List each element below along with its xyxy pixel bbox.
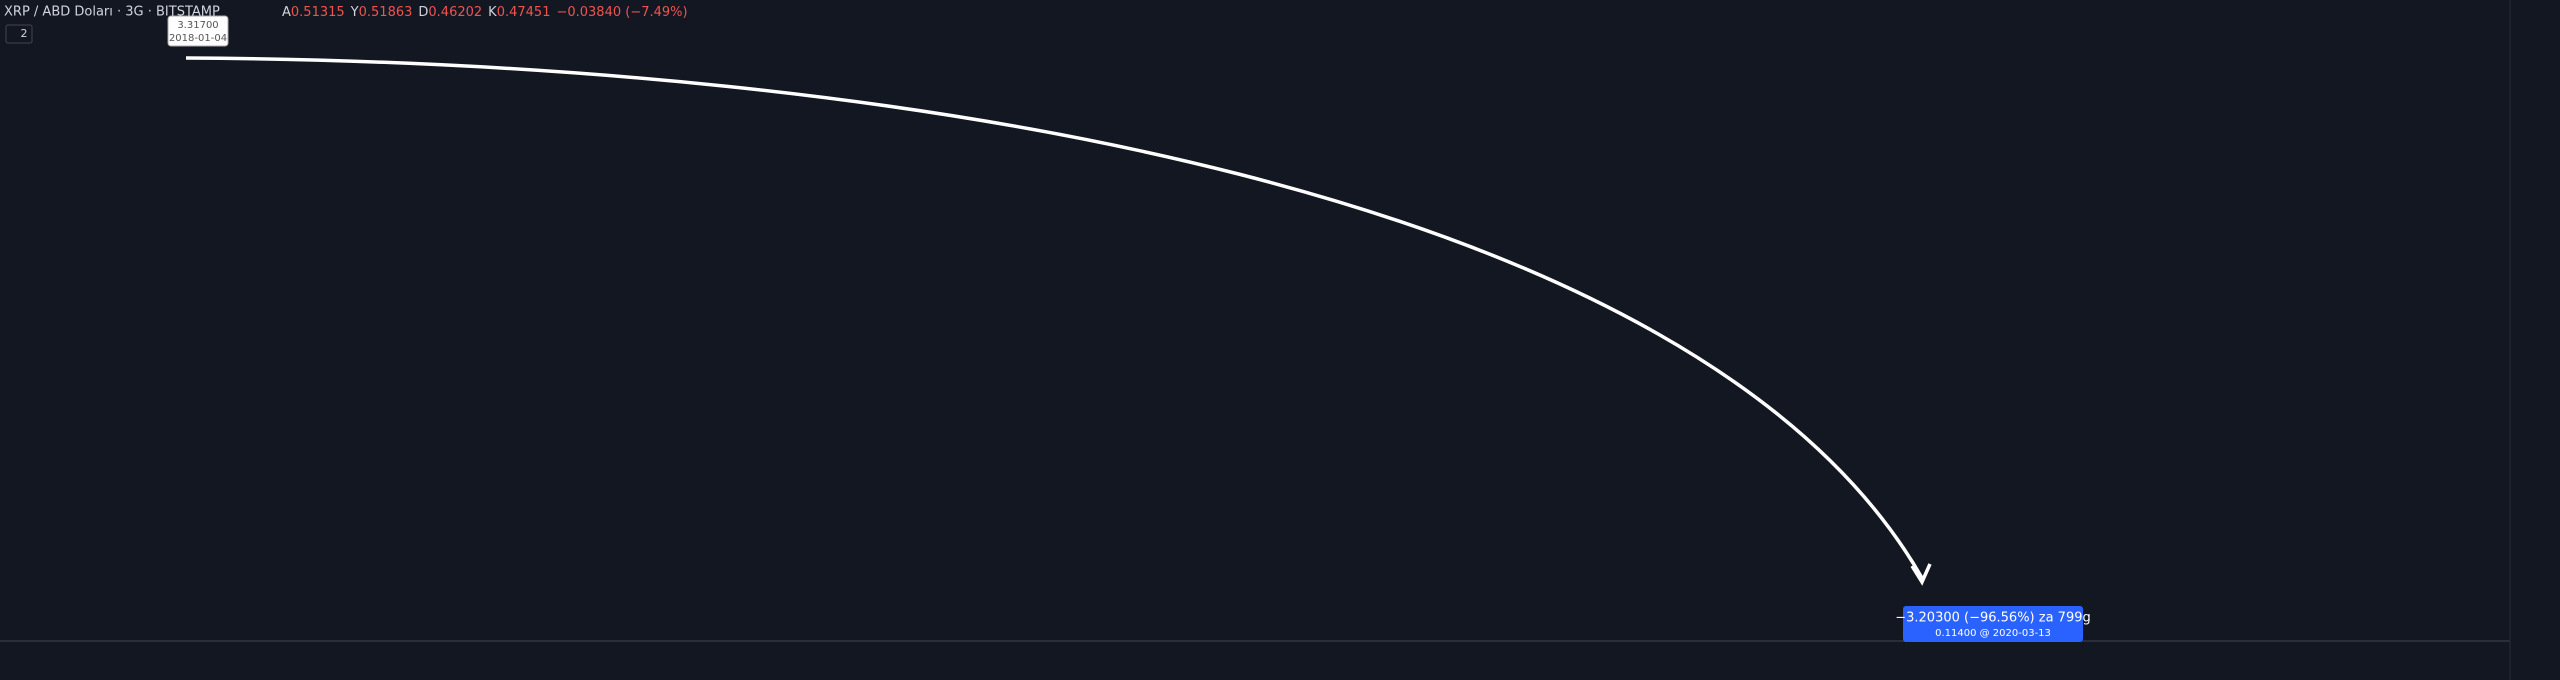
ohlc-key: Y <box>350 5 359 20</box>
badge-box <box>5 24 33 44</box>
peak-price: 3.31700 <box>177 20 218 31</box>
ohlc-key: D <box>418 5 428 20</box>
ohlc-value: 0.51315 <box>291 5 345 20</box>
measure-box <box>1903 606 2083 642</box>
ohlc-value: 0.51863 <box>359 5 413 20</box>
indicator-badge: 2 <box>21 27 28 40</box>
measure-text: −3.20300 (−96.56%) za 799g <box>1895 611 2091 626</box>
ohlc-value: 0.47451 <box>497 5 551 20</box>
ohlc-value: 0.46202 <box>428 5 482 20</box>
trend-arrow <box>185 56 1924 579</box>
annotations: 3.31700 2018-01-04 −3.20300 (−96.56%) za… <box>167 15 2091 642</box>
ohlc-key: K <box>488 5 497 20</box>
arrow-head <box>1910 563 1932 586</box>
header: XRP / ABD Doları · 3G · BITSTAMP 2 A0.51… <box>4 5 688 44</box>
peak-label-box <box>167 15 229 47</box>
measure-detail: 0.11400 @ 2020-03-13 <box>1935 628 2051 639</box>
ohlc-key: A <box>282 5 291 20</box>
ohlc-legend: A0.51315 Y0.51863 D0.46202 K0.47451 −0.03840… <box>282 5 688 20</box>
symbol-title: XRP / ABD Doları · 3G · BITSTAMP <box>4 5 220 20</box>
peak-date: 2018-01-04 <box>169 33 227 44</box>
change-label: −0.03840 (−7.49%) <box>556 5 687 20</box>
